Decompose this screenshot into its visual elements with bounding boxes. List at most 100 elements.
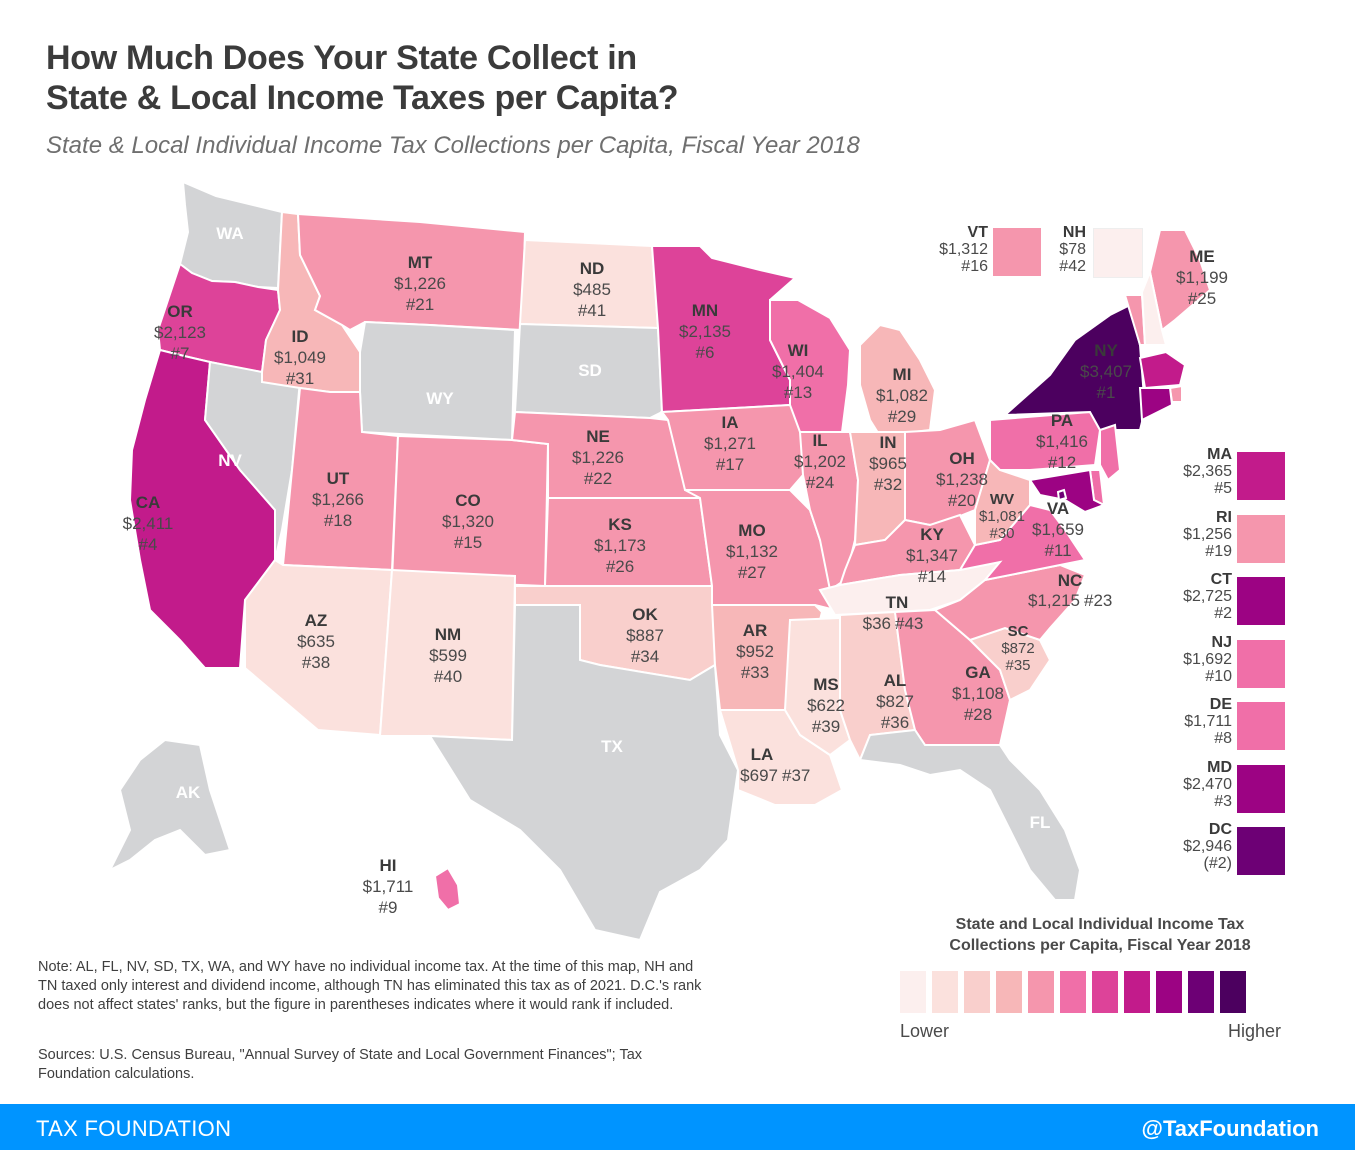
label-hi-abbr: HI (380, 856, 397, 875)
state-tx[interactable] (428, 604, 740, 942)
side-box-md[interactable] (1237, 764, 1285, 813)
state-labels: WA OR $2,123 #7 CA $2,411 #4 NV ID $1,049 #31 MT $1,… (123, 224, 1228, 917)
label-il-rank: #24 (806, 473, 834, 492)
side-box-vt[interactable] (993, 228, 1041, 276)
label-tn-abbr: TN (886, 593, 909, 612)
state-shapes (107, 180, 1212, 942)
label-nd-rank: #41 (578, 301, 606, 320)
label-ms-value: $622 (807, 696, 845, 715)
label-in-abbr: IN (880, 433, 897, 452)
legend-swatch-10 (1188, 971, 1214, 1013)
label-nc-rank: #23 (1084, 591, 1112, 610)
state-me[interactable] (1148, 229, 1212, 332)
label-oh-abbr: OH (949, 449, 975, 468)
label-mn-rank: #6 (696, 343, 715, 362)
state-ct[interactable] (1138, 387, 1174, 422)
side-box-nh[interactable] (1093, 228, 1143, 278)
side-md-abbr: MD (1207, 758, 1232, 776)
side-ma-value: $2,365 (1183, 463, 1232, 480)
label-ok-abbr: OK (632, 605, 658, 624)
state-ma[interactable] (1138, 350, 1187, 390)
side-box-de[interactable] (1237, 702, 1285, 750)
state-nc[interactable] (933, 563, 1087, 642)
side-box-dc[interactable] (1237, 827, 1285, 875)
label-hi-value: $1,711 (363, 877, 414, 896)
label-wi-abbr: WI (788, 341, 809, 360)
state-md[interactable] (1028, 468, 1107, 514)
side-label-ma: MA $2,365 #5 (1160, 446, 1232, 497)
label-mt-value: $1,226 (394, 274, 446, 293)
label-ok-rank: #34 (631, 647, 659, 666)
side-label-nh: NH $78 #42 (1030, 224, 1086, 275)
label-ne-rank: #22 (584, 469, 612, 488)
label-hi-rank: #9 (379, 898, 398, 917)
state-dc[interactable] (1056, 488, 1068, 502)
state-nj[interactable] (1099, 423, 1122, 482)
label-nm-rank: #40 (434, 667, 462, 686)
label-ar-abbr: AR (743, 621, 768, 640)
side-dc-rank: (#2) (1203, 855, 1232, 872)
side-box-nj[interactable] (1237, 639, 1285, 688)
side-label-nj: NJ $1,692 #10 (1160, 634, 1232, 685)
legend-swatch-2 (932, 971, 958, 1013)
label-ks-abbr: KS (608, 515, 632, 534)
label-va-abbr: VA (1047, 499, 1069, 518)
side-de-abbr: DE (1209, 696, 1232, 713)
side-box-ma[interactable] (1237, 452, 1285, 500)
side-ct-abbr: CT (1210, 571, 1232, 588)
label-wv-abbr: WV (990, 491, 1014, 508)
label-nc-abbr: NC (1058, 571, 1083, 590)
label-nm-abbr: NM (435, 625, 461, 644)
side-md-rank: #3 (1214, 792, 1232, 810)
side-box-ct[interactable] (1237, 577, 1285, 625)
label-ca-value: $2,411 (123, 514, 174, 533)
side-label-ri: RI $1,256 #19 (1160, 509, 1232, 560)
label-wy-abbr: WY (426, 389, 454, 408)
state-sd[interactable] (513, 322, 664, 420)
label-fl-abbr: FL (1030, 813, 1051, 832)
legend-swatch-3 (964, 971, 990, 1013)
label-ak-abbr: AK (176, 783, 201, 802)
side-ma-rank: #5 (1214, 480, 1232, 497)
label-me-abbr: ME (1189, 247, 1215, 266)
state-ak[interactable] (107, 738, 232, 873)
legend-swatch-5 (1028, 971, 1054, 1013)
side-label-vt: VT $1,312 #16 (928, 224, 988, 275)
label-il-abbr: IL (812, 431, 827, 450)
label-mt-abbr: MT (408, 253, 433, 272)
label-al-rank: #36 (881, 713, 909, 732)
legend-swatch-1 (900, 971, 926, 1013)
label-ca-rank: #4 (139, 535, 158, 554)
state-hi[interactable] (433, 866, 462, 912)
label-sc-abbr: SC (1008, 623, 1029, 640)
side-label-dc: DC $2,946 (#2) (1160, 821, 1232, 872)
label-wa-abbr: WA (216, 224, 243, 243)
side-box-ri[interactable] (1237, 514, 1285, 563)
side-nh-abbr: NH (1062, 224, 1086, 241)
state-nh[interactable] (1140, 268, 1168, 346)
side-nh-rank: #42 (1059, 258, 1086, 275)
label-va-value: $1,659 (1032, 520, 1084, 539)
label-nd-value: $485 (573, 280, 611, 299)
state-wy[interactable] (359, 320, 517, 442)
label-mi-abbr: MI (893, 365, 912, 384)
side-label-de: DE $1,711 #8 (1160, 696, 1232, 747)
label-oh-value: $1,238 (936, 470, 988, 489)
label-or-rank: #7 (171, 344, 190, 363)
state-mi[interactable] (859, 323, 937, 438)
map-note: Note: AL, FL, NV, SD, TX, WA, and WY hav… (38, 959, 702, 1013)
label-az-rank: #38 (302, 653, 330, 672)
state-mt[interactable] (296, 212, 527, 332)
footer-handle[interactable]: @TaxFoundation (1141, 1116, 1319, 1141)
label-ny-value: $3,407 (1080, 362, 1132, 381)
side-nj-rank: #10 (1205, 667, 1232, 685)
state-fl[interactable] (858, 728, 1082, 901)
label-ne-abbr: NE (586, 427, 610, 446)
label-pa-abbr: PA (1051, 411, 1073, 430)
state-co[interactable] (390, 434, 550, 588)
label-ia-value: $1,271 (704, 434, 756, 453)
label-la-value: $697 (740, 766, 778, 785)
map-subtitle: State & Local Individual Income Tax Coll… (46, 132, 860, 159)
side-nj-abbr: NJ (1211, 633, 1232, 651)
side-label-md: MD $2,470 #3 (1160, 759, 1232, 810)
